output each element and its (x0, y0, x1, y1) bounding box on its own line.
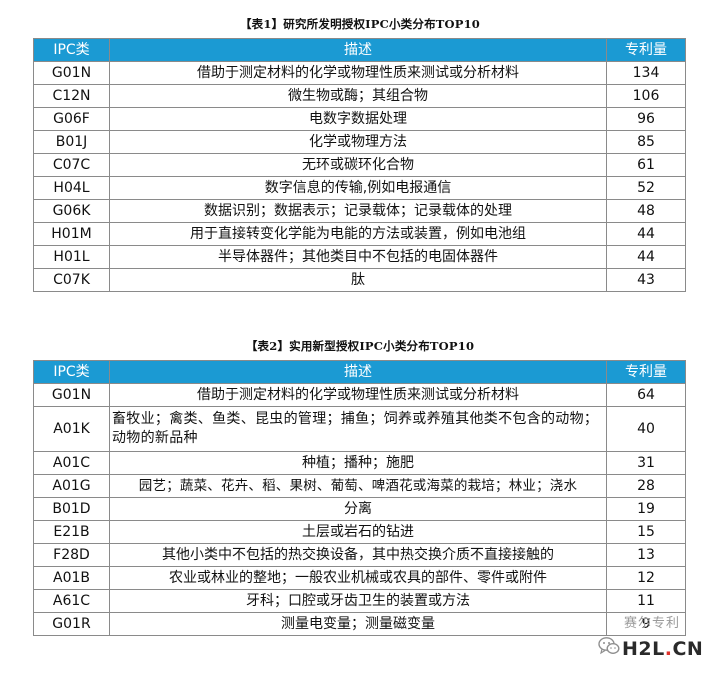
header-ipc: IPC类 (33, 38, 110, 62)
desc-cell: 借助于测定材料的化学或物理性质来测试或分析材料 (109, 383, 607, 407)
count-cell: 19 (606, 497, 686, 521)
desc-cell: 用于直接转变化学能为电能的方法或装置，例如电池组 (109, 222, 607, 246)
wechat-icon (598, 636, 620, 656)
ipc-cell: H04L (33, 176, 110, 200)
count-cell: 44 (606, 222, 686, 246)
logo-suffix: CN (672, 638, 704, 660)
table-row: E21B 土层或岩石的钻进 15 (33, 520, 686, 544)
count-cell: 96 (606, 107, 686, 131)
desc-cell: 电数字数据处理 (109, 107, 607, 131)
desc-cell: 无环或碳环化合物 (109, 153, 607, 177)
count-cell: 28 (606, 474, 686, 498)
count-cell: 40 (606, 406, 686, 452)
h2l-logo: H2L.CN (622, 638, 703, 660)
ipc-cell: A61C (33, 589, 110, 613)
count-cell: 85 (606, 130, 686, 154)
ipc-cell: G01R (33, 612, 110, 636)
watermark: 赛尔专利 H2L.CN (598, 612, 718, 678)
table-row: B01D 分离 19 (33, 497, 686, 521)
table2-caption: 【表2】实用新型授权IPC小类分布TOP10 (245, 339, 475, 353)
ipc-cell: G06K (33, 199, 110, 223)
desc-cell: 微生物或酶；其组合物 (109, 84, 607, 108)
logo-dot: . (664, 638, 673, 660)
ipc-cell: H01L (33, 245, 110, 269)
table-row: G06K 数据识别；数据表示；记录载体；记录载体的处理 48 (33, 199, 686, 223)
count-cell: 52 (606, 176, 686, 200)
count-cell: 12 (606, 566, 686, 590)
header-desc: 描述 (109, 360, 607, 384)
ipc-cell: H01M (33, 222, 110, 246)
ipc-cell: C07K (33, 268, 110, 292)
table-row: G01N 借助于测定材料的化学或物理性质来测试或分析材料 64 (33, 383, 686, 407)
desc-cell: 其他小类中不包括的热交换设备，其中热交换介质不直接接触的 (109, 543, 607, 567)
desc-cell: 化学或物理方法 (109, 130, 607, 154)
desc-cell: 数据识别；数据表示；记录载体；记录载体的处理 (109, 199, 607, 223)
desc-cell: 分离 (109, 497, 607, 521)
desc-cell: 数字信息的传输,例如电报通信 (109, 176, 607, 200)
table-row: C07K 肽 43 (33, 268, 686, 292)
desc-cell: 肽 (109, 268, 607, 292)
ipc-cell: B01J (33, 130, 110, 154)
table-row: G01R 测量电变量；测量磁变量 9 (33, 612, 686, 636)
table-row: B01J 化学或物理方法 85 (33, 130, 686, 154)
ipc-cell: C12N (33, 84, 110, 108)
count-cell: 43 (606, 268, 686, 292)
header-count: 专利量 (606, 38, 686, 62)
ipc-cell: G01N (33, 61, 110, 85)
table-row: A01B 农业或林业的整地；一般农业机械或农具的部件、零件或附件 12 (33, 566, 686, 590)
table1-header-row: IPC类 描述 专利量 (33, 38, 686, 62)
count-cell: 106 (606, 84, 686, 108)
count-cell: 13 (606, 543, 686, 567)
ipc-cell: C07C (33, 153, 110, 177)
table-row: H01M 用于直接转变化学能为电能的方法或装置，例如电池组 44 (33, 222, 686, 246)
count-cell: 31 (606, 451, 686, 475)
header-ipc: IPC类 (33, 360, 110, 384)
table-row: A01C 种植；播种；施肥 31 (33, 451, 686, 475)
desc-cell: 畜牧业；禽类、鱼类、昆虫的管理；捕鱼；饲养或养殖其他类不包含的动物；动物的新品种 (109, 406, 607, 452)
count-cell: 44 (606, 245, 686, 269)
table-row: A01K 畜牧业；禽类、鱼类、昆虫的管理；捕鱼；饲养或养殖其他类不包含的动物；动物… (33, 406, 686, 452)
desc-cell: 园艺；蔬菜、花卉、稻、果树、葡萄、啤酒花或海菜的栽培；林业；浇水 (109, 474, 607, 498)
table-row: G01N 借助于测定材料的化学或物理性质来测试或分析材料 134 (33, 61, 686, 85)
ipc-cell: A01K (33, 406, 110, 452)
table1-caption: 【表1】研究所发明授权IPC小类分布TOP10 (239, 17, 480, 31)
table1: IPC类 描述 专利量 G01N 借助于测定材料的化学或物理性质来测试或分析材料 1… (33, 38, 686, 292)
count-cell: 48 (606, 199, 686, 223)
count-cell: 64 (606, 383, 686, 407)
table-row: H04L 数字信息的传输,例如电报通信 52 (33, 176, 686, 200)
ipc-cell: F28D (33, 543, 110, 567)
table-row: A01G 园艺；蔬菜、花卉、稻、果树、葡萄、啤酒花或海菜的栽培；林业；浇水 28 (33, 474, 686, 498)
ipc-cell: A01C (33, 451, 110, 475)
ipc-cell: A01B (33, 566, 110, 590)
count-cell: 15 (606, 520, 686, 544)
table2: IPC类 描述 专利量 G01N 借助于测定材料的化学或物理性质来测试或分析材料 6… (33, 360, 686, 636)
ipc-cell: A01G (33, 474, 110, 498)
ipc-cell: E21B (33, 520, 110, 544)
count-cell: 9 (606, 612, 686, 636)
logo-main: H2L (622, 638, 665, 660)
desc-cell: 农业或林业的整地；一般农业机械或农具的部件、零件或附件 (109, 566, 607, 590)
table-row: C07C 无环或碳环化合物 61 (33, 153, 686, 177)
desc-cell: 借助于测定材料的化学或物理性质来测试或分析材料 (109, 61, 607, 85)
table2-header-row: IPC类 描述 专利量 (33, 360, 686, 384)
count-cell: 61 (606, 153, 686, 177)
header-desc: 描述 (109, 38, 607, 62)
table-row: A61C 牙科；口腔或牙齿卫生的装置或方法 11 (33, 589, 686, 613)
count-cell: 11 (606, 589, 686, 613)
table-row: G06F 电数字数据处理 96 (33, 107, 686, 131)
desc-cell: 种植；播种；施肥 (109, 451, 607, 475)
desc-cell: 测量电变量；测量磁变量 (109, 612, 607, 636)
ipc-cell: B01D (33, 497, 110, 521)
count-cell: 134 (606, 61, 686, 85)
ipc-cell: G01N (33, 383, 110, 407)
table-row: F28D 其他小类中不包括的热交换设备，其中热交换介质不直接接触的 13 (33, 543, 686, 567)
table-row: H01L 半导体器件；其他类目中不包括的电固体器件 44 (33, 245, 686, 269)
header-count: 专利量 (606, 360, 686, 384)
desc-cell: 土层或岩石的钻进 (109, 520, 607, 544)
ipc-cell: G06F (33, 107, 110, 131)
watermark-text: 赛尔专利 (624, 616, 681, 631)
desc-cell: 半导体器件；其他类目中不包括的电固体器件 (109, 245, 607, 269)
desc-cell: 牙科；口腔或牙齿卫生的装置或方法 (109, 589, 607, 613)
table-row: C12N 微生物或酶；其组合物 106 (33, 84, 686, 108)
